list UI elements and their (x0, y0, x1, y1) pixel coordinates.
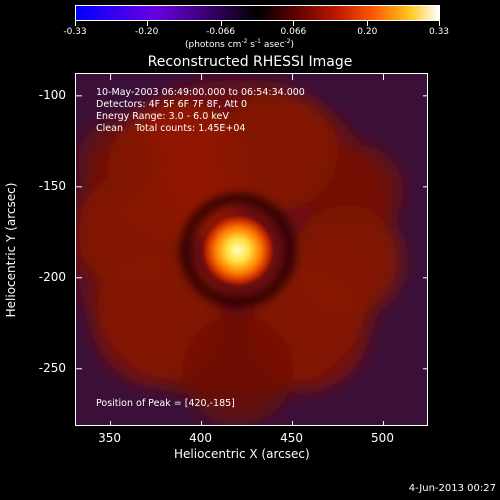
colorbar-tick-label: -0.33 (63, 27, 87, 37)
x-tick-label: 350 (98, 431, 122, 445)
colorbar-tick-label: -0.20 (135, 27, 159, 37)
colorbar-tick-label: 0.066 (280, 27, 307, 37)
colorbar-tick-label: 0.20 (357, 27, 378, 37)
colorbar-tick (367, 21, 369, 26)
y-tick-label: -200 (38, 269, 66, 284)
dark-ring (179, 192, 296, 309)
rhessi-image (76, 74, 427, 425)
colorbar (75, 5, 440, 21)
x-tick-label: 450 (280, 431, 303, 445)
y-axis-label: Heliocentric Y (arcsec) (4, 182, 18, 318)
info-energy-range: Energy Range: 3.0 - 6.0 keV (96, 111, 229, 122)
colorbar-tick-label: 0.33 (428, 27, 450, 37)
y-tick-label: -250 (38, 360, 66, 375)
dark-ring-circle (179, 192, 296, 309)
colorbar-tick (146, 21, 148, 26)
halo-blob (182, 315, 293, 425)
info-clean-counts: Clean Total counts: 1.45E+04 (96, 123, 246, 134)
halo-blob (77, 120, 158, 201)
halo-blob (312, 145, 403, 236)
colorbar-tick (293, 21, 295, 26)
plot-title: Reconstructed RHESSI Image (147, 54, 353, 70)
peak-source (199, 212, 276, 289)
info-time-range: 10-May-2003 06:49:00.000 to 06:54:34.000 (96, 87, 305, 98)
x-tick-label: 400 (189, 431, 212, 445)
halo-blob (217, 90, 338, 211)
colorbar-tick (439, 21, 440, 26)
x-tick-label: 500 (371, 431, 394, 445)
peak-position-text: Position of Peak = [420,-185] (96, 398, 235, 409)
colorbar-gradient (76, 6, 439, 20)
colorbar-unit-label: (photons cm-2 s-1 asec-2) (185, 38, 295, 50)
info-detectors: Detectors: 4F 5F 6F 7F 8F, Att 0 (96, 99, 248, 110)
y-tick-label: -100 (38, 87, 66, 102)
axis-ticks (76, 74, 427, 425)
image-plot: 10-May-2003 06:49:00.000 to 06:54:34.000… (75, 73, 428, 426)
colorbar-tick-label: -0.066 (206, 27, 236, 37)
x-axis-label: Heliocentric X (arcsec) (174, 447, 310, 461)
colorbar-tick (220, 21, 222, 26)
y-tick-label: -150 (38, 178, 66, 193)
colorbar-tick (75, 21, 76, 26)
date-stamp: 4-Jun-2013 00:27 (408, 483, 496, 494)
